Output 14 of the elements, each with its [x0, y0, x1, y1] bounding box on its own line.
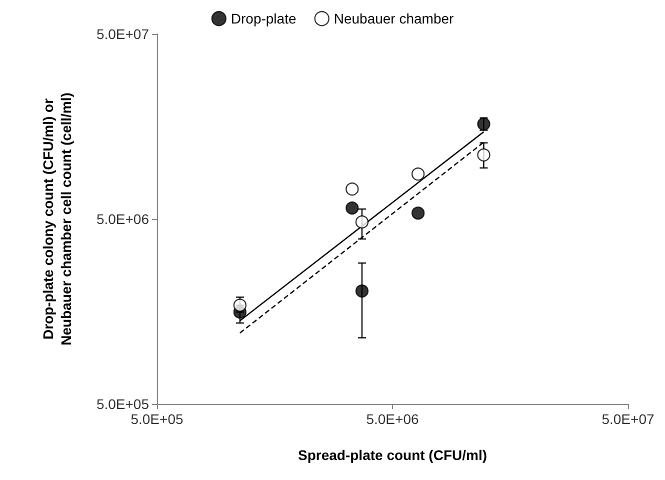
legend-label: Drop-plate	[230, 10, 296, 27]
point	[355, 215, 369, 229]
x-tick-label: 5.0E+05	[130, 411, 184, 427]
point	[355, 284, 369, 298]
y-tick-label: 5.0E+06	[96, 211, 150, 227]
legend-label: Neubauer chamber	[334, 10, 454, 27]
point	[233, 298, 247, 312]
x-tick-label: 5.0E+06	[366, 411, 419, 427]
y-axis-title: Drop-plate colony count (CFU/ml) or Neubauer chamber cell count (cell/ml)	[40, 92, 74, 346]
y-tick-label: 5.0E+05	[96, 396, 150, 412]
x-axis-title: Spread-plate count (CFU/ml)	[298, 447, 488, 463]
x-tick-label: 5.0E+07	[602, 411, 654, 427]
y-tick-label: 5.0E+07	[96, 26, 150, 42]
point	[477, 148, 490, 162]
